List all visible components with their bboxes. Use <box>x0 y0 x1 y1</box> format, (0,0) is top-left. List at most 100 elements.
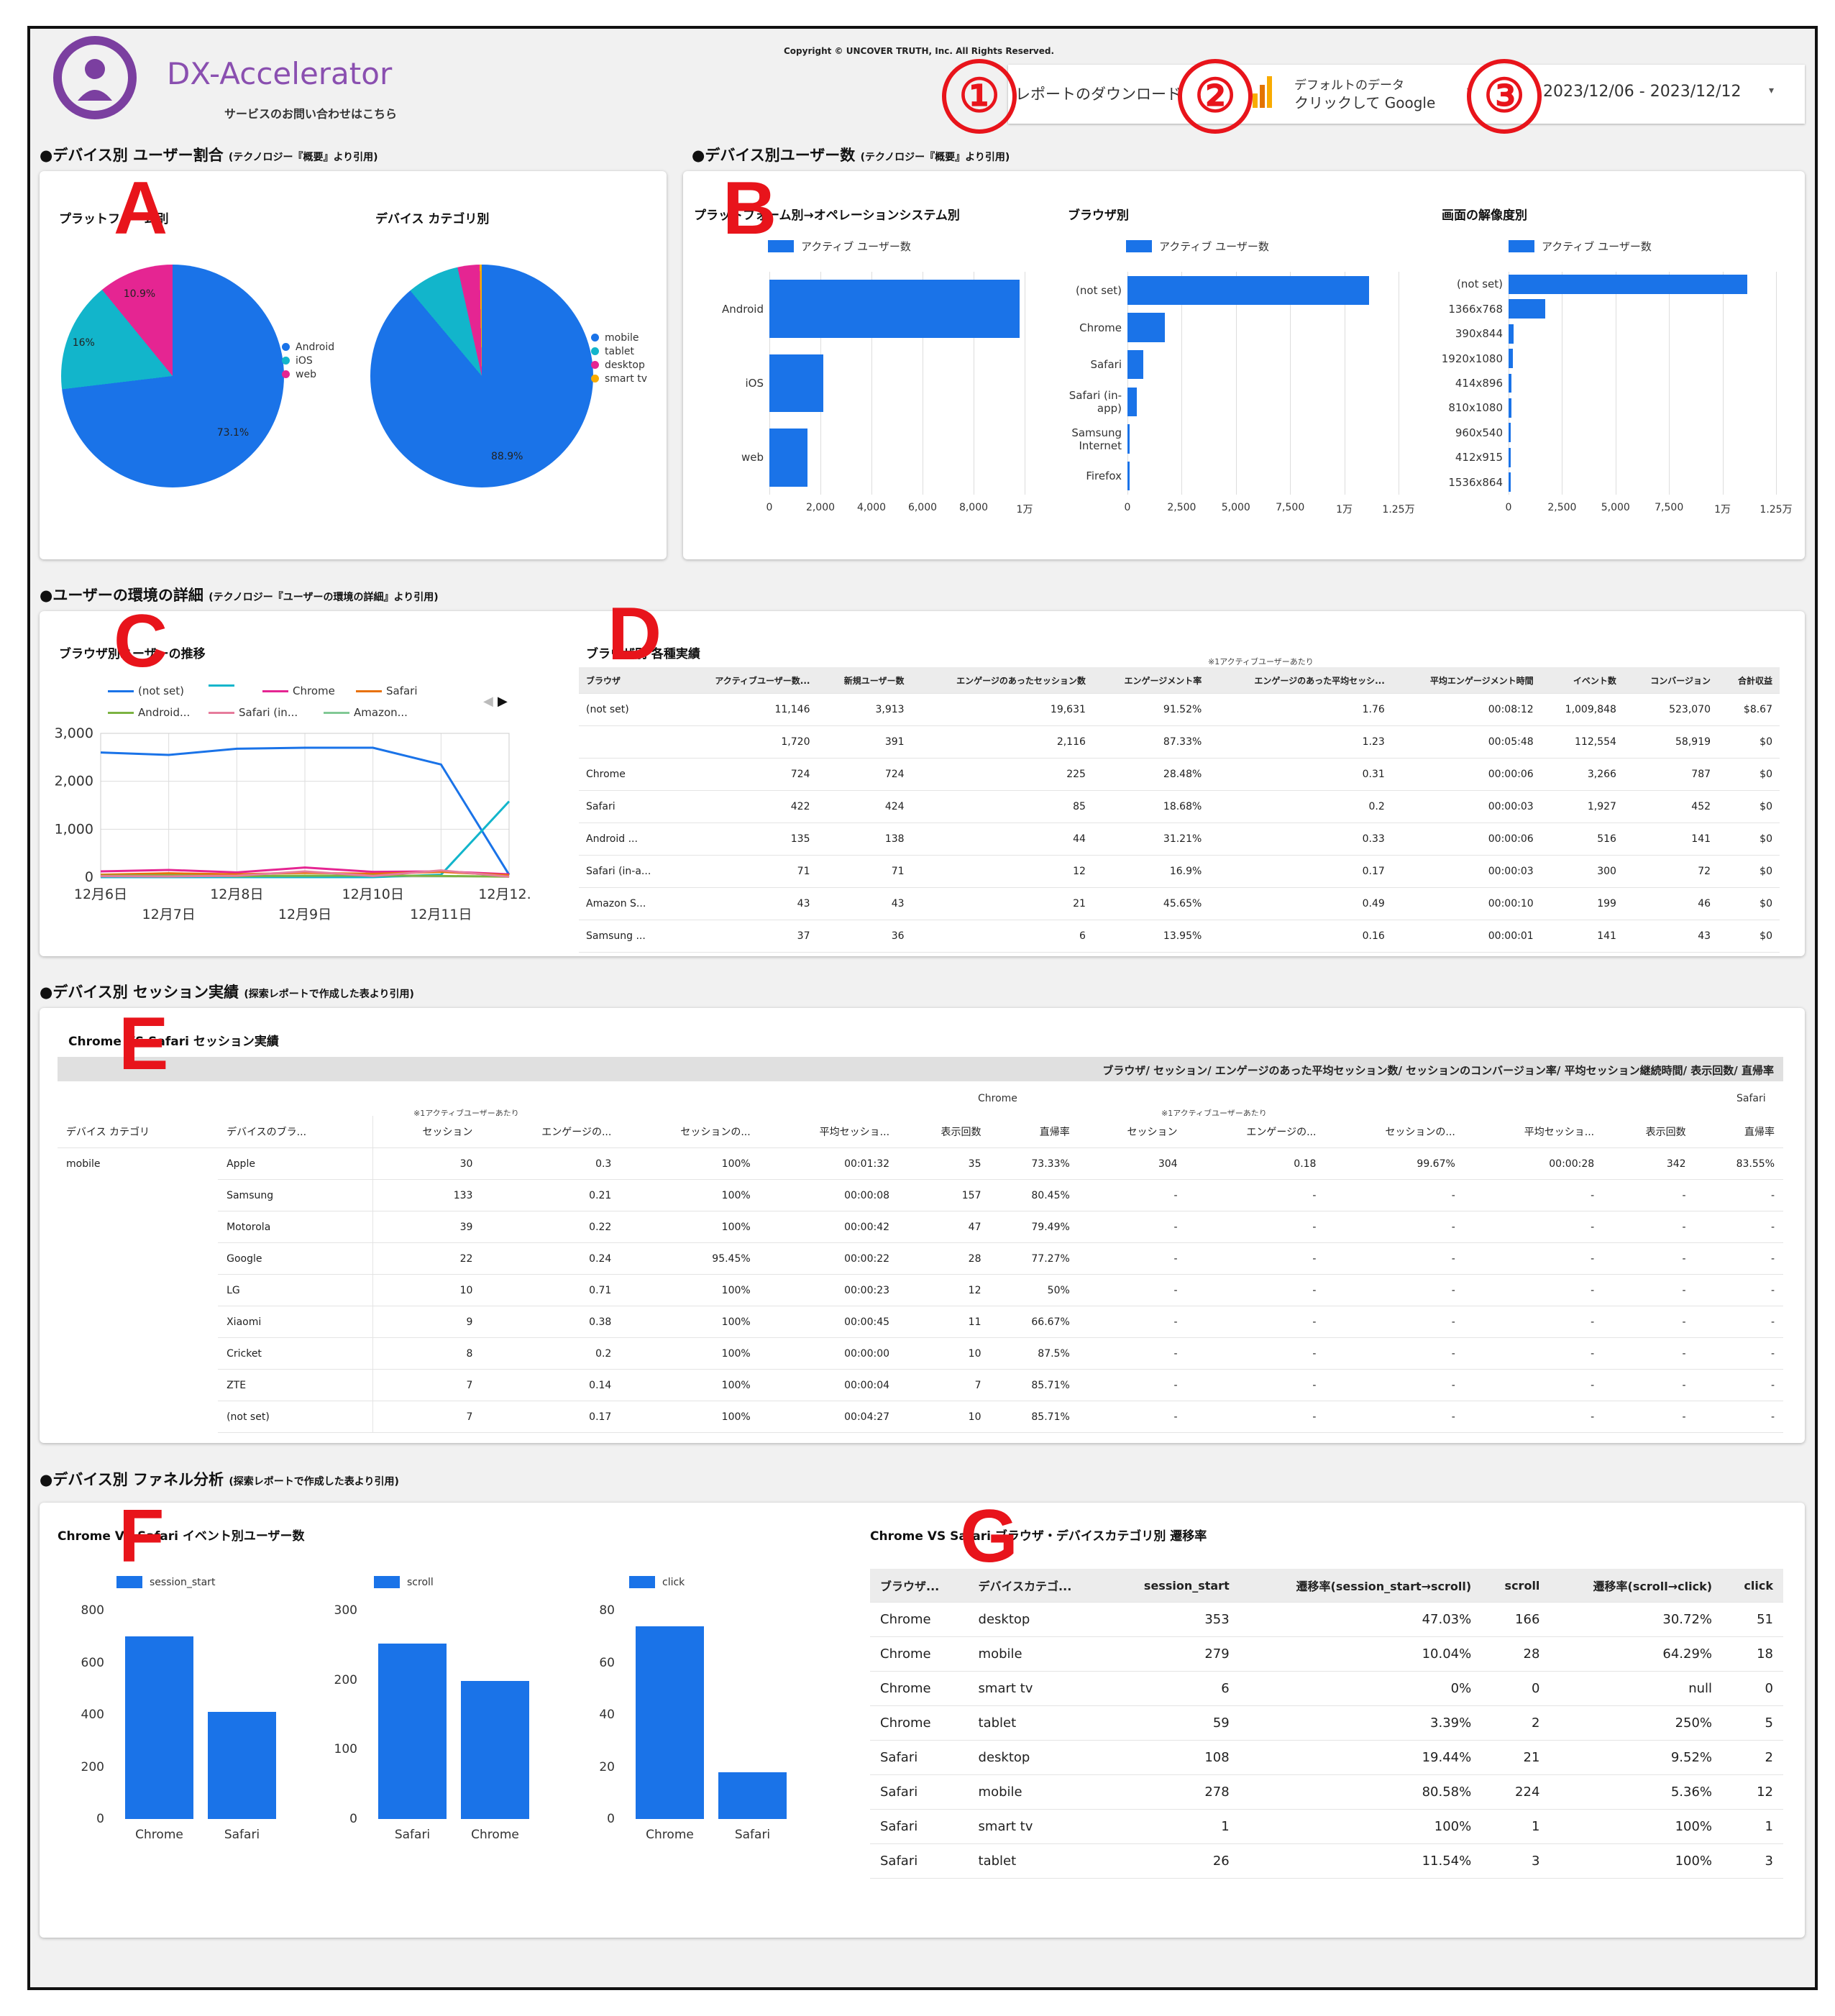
session-table-header-cell[interactable]: セッション <box>372 1116 482 1148</box>
browser-table-header-cell[interactable]: 新規ユーザー数 <box>817 667 912 694</box>
transition-table-header-cell[interactable]: 遷移率(scroll→click) <box>1550 1569 1723 1603</box>
trend-legend-item[interactable]: Chrome <box>262 684 335 697</box>
table-row[interactable]: Samsung 133 0.21 100% 00:00:08 157 80.45% - - - - -… <box>58 1179 1783 1211</box>
table-row[interactable]: Cricket 8 0.2 100% 00:00:00 10 87.5% - - - - - - <box>58 1337 1783 1370</box>
table-row[interactable]: Amazon S... 43 43 21 45.65% 0.49 00:00:10 199 46… <box>579 887 1780 920</box>
table-row[interactable]: ZTE 7 0.14 100% 00:00:04 7 85.71% - - - - - - <box>58 1369 1783 1401</box>
table-row[interactable]: Safari desktop 108 19.44% 21 9.52% 2 <box>870 1740 1783 1775</box>
pie-device[interactable] <box>370 265 593 487</box>
table-row[interactable]: Chrome desktop 353 47.03% 166 30.72% 51 <box>870 1602 1783 1637</box>
browser-table-header-cell[interactable]: 合計収益 <box>1718 667 1780 694</box>
session-table-header-cell[interactable]: 直帰率 <box>1694 1116 1783 1148</box>
session-table-header-cell[interactable]: セッション <box>1078 1116 1186 1148</box>
trend-legend-item[interactable]: (not set) <box>108 684 184 697</box>
bar-resolution-2[interactable] <box>1509 324 1514 344</box>
table-row[interactable]: Chrome mobile 279 10.04% 28 64.29% 18 <box>870 1636 1783 1672</box>
session-table-header-cell[interactable]: エンゲージの... <box>481 1116 621 1148</box>
bar-browser-1[interactable] <box>1127 313 1165 342</box>
funnel-bar-2-0[interactable] <box>636 1626 704 1819</box>
legend-next-icon[interactable]: ▶ <box>498 694 508 709</box>
browser-table-header-cell[interactable]: エンゲージのあった平均セッシ... <box>1209 667 1392 694</box>
session-table-header-cell[interactable]: デバイスのブラ... <box>218 1116 374 1148</box>
bar-os-1[interactable] <box>769 354 823 413</box>
bar-os-0[interactable] <box>769 280 1020 338</box>
table-row[interactable]: Google 22 0.24 95.45% 00:00:22 28 77.27% - - - - - - <box>58 1242 1783 1275</box>
browser-table-header-cell[interactable]: イベント数 <box>1540 667 1624 694</box>
table-row[interactable]: 1,720 391 2,116 87.33% 1.23 00:05:48 112,554 58… <box>579 725 1780 759</box>
bar-resolution-0[interactable] <box>1509 274 1747 294</box>
transition-table-header-cell[interactable]: click <box>1722 1569 1783 1603</box>
trend-legend-item[interactable]: Safari (in... <box>209 706 298 719</box>
table-row[interactable]: Safari 422 424 85 18.68% 0.2 00:00:03 1,927 452 $… <box>579 790 1780 823</box>
trend-legend-item[interactable]: Android... <box>108 706 190 719</box>
brand-name[interactable]: DX-Accelerator <box>167 56 393 91</box>
bar-browser-4[interactable] <box>1127 424 1130 454</box>
table-row[interactable]: Samsung ... 37 36 6 13.95% 0.16 00:00:01 141 43 $… <box>579 920 1780 953</box>
table-row[interactable]: Motorola 39 0.22 100% 00:00:42 47 79.49% - - - - - - <box>58 1211 1783 1243</box>
browser-table-header-cell[interactable]: ブラウザ <box>579 667 679 694</box>
data-source-line2[interactable]: クリックして Google <box>1294 94 1436 111</box>
session-table-header-cell[interactable]: セッションの... <box>1324 1116 1464 1148</box>
bar-browser-5[interactable] <box>1127 462 1130 491</box>
table-row[interactable]: (not set) 11,146 3,913 19,631 91.52% 1.76 00:0… <box>579 693 1780 726</box>
table-row[interactable]: Xiaomi 9 0.38 100% 00:00:45 11 66.67% - - - - - - <box>58 1306 1783 1338</box>
table-row[interactable]: Safari (in-a... 71 71 12 16.9% 0.17 00:00:03 30… <box>579 855 1780 888</box>
transition-table-header-cell[interactable]: session_start <box>1108 1569 1240 1603</box>
table-row[interactable]: LG 10 0.71 100% 00:00:23 12 50% - - - - - - <box>58 1274 1783 1306</box>
session-table-header-cell[interactable]: セッションの... <box>620 1116 759 1148</box>
funnel-bar-0-0[interactable] <box>125 1636 193 1819</box>
bar-resolution-3[interactable] <box>1509 349 1513 368</box>
download-report-button[interactable]: レポートのダウンロード <box>1015 86 1181 103</box>
logo-icon[interactable] <box>52 35 138 121</box>
transition-table-header-cell[interactable]: デバイスカテゴ... <box>968 1569 1109 1603</box>
browser-table-header-cell[interactable]: 平均エンゲージメント時間 <box>1391 667 1541 694</box>
session-table-header-cell[interactable]: デバイス カテゴリ <box>58 1116 219 1148</box>
bar-browser-2[interactable] <box>1127 350 1143 380</box>
data-source-line1[interactable]: デフォルトのデータ <box>1294 78 1404 93</box>
bar-browser-0[interactable] <box>1127 275 1370 305</box>
table-row[interactable]: Chrome tablet 59 3.39% 2 250% 5 <box>870 1705 1783 1741</box>
transition-table-header-cell[interactable]: ブラウザ... <box>870 1569 969 1603</box>
table-row[interactable]: Chrome smart tv 6 0% 0 null 0 <box>870 1671 1783 1706</box>
bar-resolution-7[interactable] <box>1509 447 1511 467</box>
bar-browser-3[interactable] <box>1127 387 1137 416</box>
session-table-header-cell[interactable]: 平均セッショ... <box>759 1116 899 1148</box>
table-row[interactable]: (not set) 7 0.17 100% 00:04:27 10 85.71% - - - - - - <box>58 1401 1783 1433</box>
session-table-header-cell[interactable]: 直帰率 <box>989 1116 1079 1148</box>
legend-prev-icon[interactable]: ◀ <box>483 694 493 709</box>
table-row[interactable]: Chrome 724 724 225 28.48% 0.31 00:00:06 3,266 78… <box>579 758 1780 791</box>
session-table-header-cell[interactable]: エンゲージの... <box>1186 1116 1325 1148</box>
trend-legend-item[interactable] <box>209 684 239 687</box>
session-table-header-cell[interactable]: 表示回数 <box>1603 1116 1695 1148</box>
trend-legend-item[interactable]: Safari <box>356 684 418 697</box>
transition-table-header-cell[interactable]: 遷移率(session_start→scroll) <box>1239 1569 1482 1603</box>
bar-resolution-8[interactable] <box>1509 472 1511 492</box>
funnel-bar-0-1[interactable] <box>208 1712 276 1819</box>
bar-resolution-6[interactable] <box>1509 423 1511 443</box>
session-table-header-cell[interactable]: 表示回数 <box>898 1116 990 1148</box>
bar-resolution-1[interactable] <box>1509 299 1546 319</box>
bar-resolution-5[interactable] <box>1509 398 1511 418</box>
funnel-bar-1-1[interactable] <box>461 1680 529 1819</box>
browser-table-header-cell[interactable]: コンバージョン <box>1623 667 1719 694</box>
browser-table-header-cell[interactable]: エンゲージメント率 <box>1092 667 1209 694</box>
funnel-bar-1-0[interactable] <box>378 1644 447 1819</box>
bar-os-2[interactable] <box>769 429 808 487</box>
table-row[interactable]: mobile Apple 30 0.3 100% 00:01:32 35 73.33% 304 0… <box>58 1147 1783 1180</box>
browser-table-header-cell[interactable]: エンゲージのあったセッション数 <box>911 667 1093 694</box>
browser-table-header-cell[interactable]: アクティブユーザー数... <box>679 667 818 694</box>
transition-table-header-cell[interactable]: scroll <box>1481 1569 1550 1603</box>
table-row[interactable]: Safari tablet 26 11.54% 3 100% 3 <box>870 1843 1783 1879</box>
bar-resolution-4[interactable] <box>1509 373 1512 393</box>
session-table-header-cell[interactable]: 平均セッショ... <box>1463 1116 1603 1148</box>
table-row[interactable]: Safari mobile 278 80.58% 224 5.36% 12 <box>870 1774 1783 1810</box>
table-row[interactable]: Android ... 135 138 44 31.21% 0.33 00:00:06 516… <box>579 823 1780 856</box>
date-range-dropdown-icon[interactable]: ▾ <box>1769 85 1775 96</box>
trend-legend-item[interactable]: Amazon... <box>324 706 408 719</box>
date-range-picker[interactable]: 2023/12/06 - 2023/12/12 <box>1543 83 1742 101</box>
table-row[interactable]: Safari smart tv 1 100% 1 100% 1 <box>870 1809 1783 1844</box>
contact-link[interactable]: サービスのお問い合わせはこちら <box>224 107 398 121</box>
pie-platform[interactable] <box>61 265 284 487</box>
funnel-bar-2-1[interactable] <box>718 1772 787 1819</box>
